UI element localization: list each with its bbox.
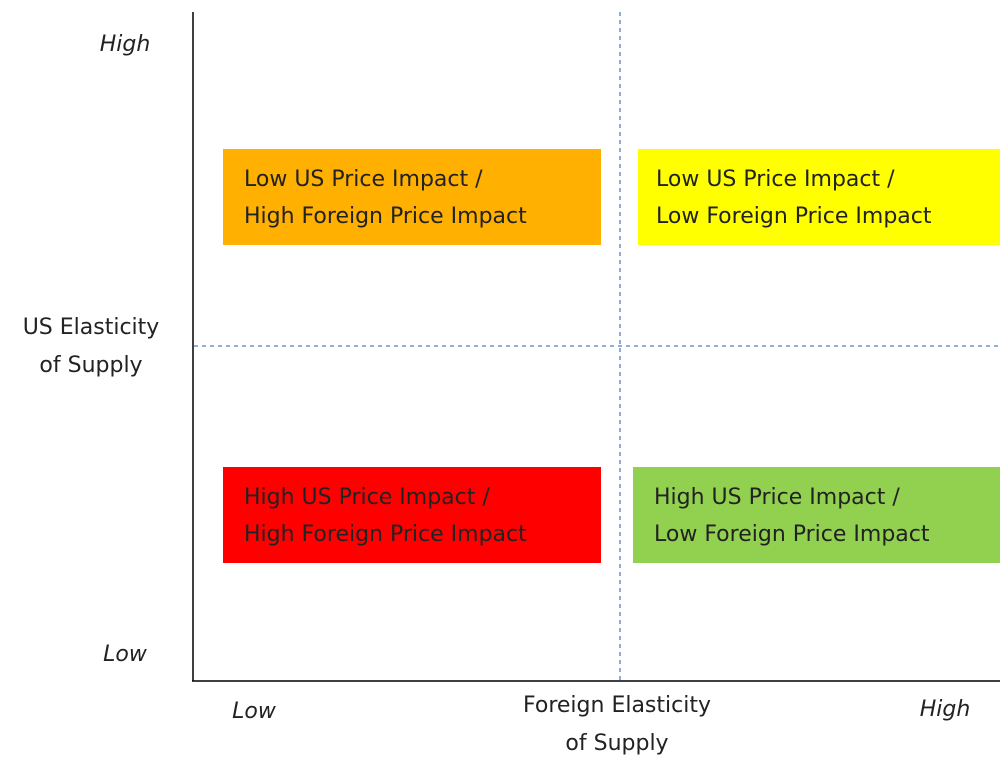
quadrant-text: High Foreign Price Impact (244, 204, 527, 229)
quadrant-box (223, 149, 601, 245)
y-low-label: Low (103, 642, 148, 667)
x-axis-title: of Supply (565, 731, 668, 756)
x-low-label: Low (232, 699, 277, 724)
quadrant-box (223, 467, 601, 563)
quadrant-text: Low US Price Impact / (244, 167, 483, 192)
quadrant-text: High US Price Impact / (244, 485, 490, 510)
quadrant-box (633, 467, 1000, 563)
y-high-label: High (100, 32, 151, 57)
x-axis-title: Foreign Elasticity (523, 693, 711, 718)
quadrant-text: High US Price Impact / (654, 485, 900, 510)
quadrant-text: Low Foreign Price Impact (654, 522, 930, 547)
quadrant-text: Low US Price Impact / (656, 167, 895, 192)
quadrant-box (638, 149, 1000, 245)
y-axis-title: US Elasticity (23, 315, 160, 340)
quadrant-text: High Foreign Price Impact (244, 522, 527, 547)
x-high-label: High (920, 697, 971, 722)
y-axis-title: of Supply (39, 353, 142, 378)
quadrant-text: Low Foreign Price Impact (656, 204, 932, 229)
